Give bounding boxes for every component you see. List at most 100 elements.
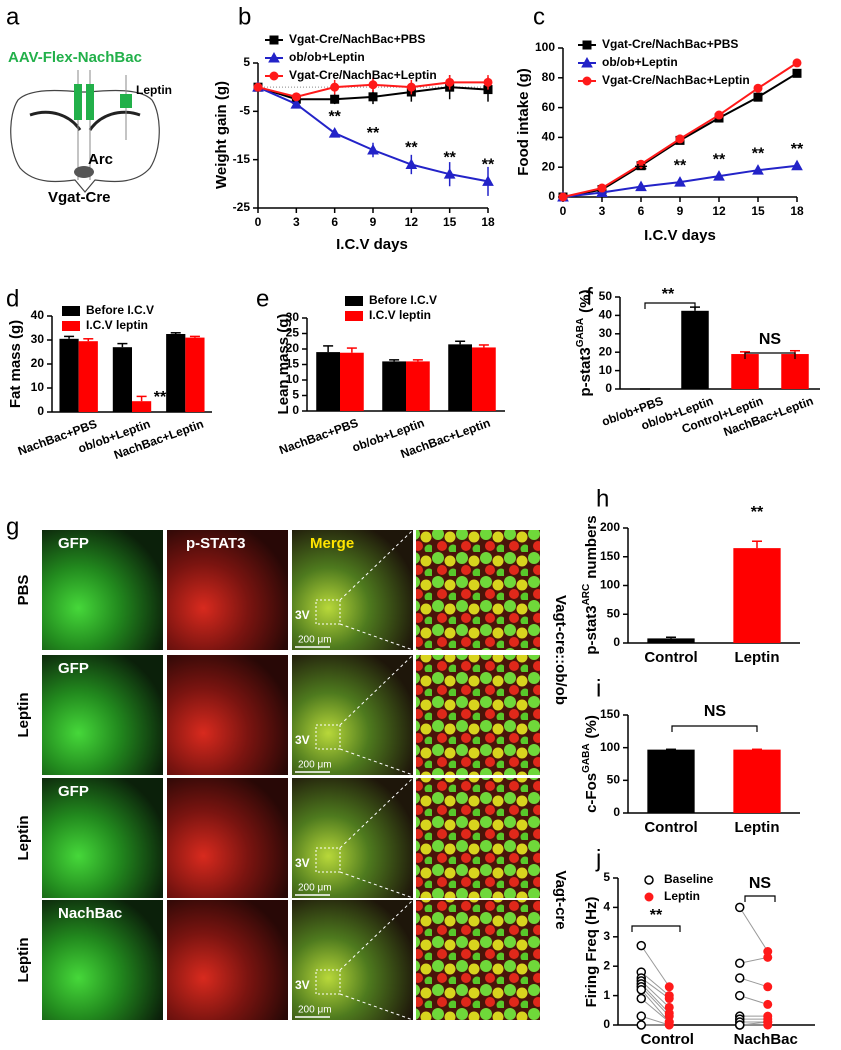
micrograph [167,778,288,898]
marker [367,143,379,155]
annotation: NS [759,331,782,348]
annotation: ** [713,151,726,168]
marker-label: GFP [58,660,89,677]
y-axis-label-main: p-stat3 [583,605,600,654]
panel-label: b [238,3,251,30]
y-axis-label: Food intake (g) [515,68,532,176]
y-axis-label: p-stat3ARC numbers [581,515,600,654]
x-axis-label: I.C.V days [644,227,716,244]
zoom-line [339,899,414,971]
marker [763,1020,773,1030]
marker [753,83,763,93]
micrograph [416,530,540,650]
bracket [644,302,696,309]
brain-outline [10,89,160,193]
marker [664,994,674,1004]
pair-line [739,995,768,1005]
annotation: NS [704,703,727,720]
bar [78,341,98,412]
bar [731,354,759,389]
y-tick-label: 0 [613,635,620,649]
marker [636,1020,646,1030]
marker [582,40,592,50]
y-tick-label: 200 [600,520,620,534]
injection-label: Leptin [136,83,172,97]
annotation: ** [154,389,167,406]
marker [636,993,646,1004]
marker [674,176,686,187]
bar [647,749,695,813]
marker [330,82,340,92]
annotation: ** [405,140,418,157]
marker [330,94,340,104]
micrograph [42,778,163,898]
marker [763,952,773,962]
row-label: Leptin [15,693,32,738]
zoom-line [339,654,414,726]
y-tick-label: 100 [535,40,555,54]
x-tick-label: 12 [712,204,726,218]
panel-label: a [6,3,20,30]
group-label: Vagt-cre [552,870,569,929]
marker [253,82,263,92]
marker [791,159,803,171]
annotation: ** [443,149,456,166]
marker [763,982,773,992]
y-tick-label: 40 [542,130,556,144]
marker [735,902,745,913]
marker [405,158,418,169]
y-tick-label: 5 [292,388,299,402]
micrograph [42,655,163,775]
y-tick-label: 2 [603,958,610,972]
brain-diagram [10,70,160,193]
x-tick-label: 6 [331,215,338,229]
scale-bar-label: 200 μm [298,760,332,771]
marker [483,77,493,87]
scale-bar-label: 200 μm [298,883,332,894]
legend-label: ob/ob+Leptin [289,50,365,64]
pair-line [640,971,670,996]
y-axis-label-unit: (%) [583,715,600,738]
y-tick-label: 20 [286,341,300,355]
annotation: NS [749,875,772,892]
annotation: ** [751,504,764,521]
y-axis-label: Lean mass (g) [275,314,292,415]
vector-label: AAV-Flex-NachBac [8,49,142,66]
marker [636,984,646,995]
marker [368,80,378,90]
x-tick-label: 12 [405,215,419,229]
column-label: p-STAT3 [186,535,245,552]
y-axis-label: Weight gain (g) [213,81,230,189]
marker [713,170,725,181]
y-axis-label: Firing Freq (Hz) [583,897,600,1008]
marker [735,1020,745,1030]
annotation: ** [752,145,765,162]
y-tick-label: 5 [243,55,250,69]
y-tick-label: 40 [31,308,45,322]
legend-swatch [62,306,80,316]
zoom-line [339,623,414,651]
marker [636,940,646,951]
y-tick-label: 0 [605,381,612,395]
y-tick-label: 5 [603,870,610,884]
injection-site [86,84,94,120]
y-axis-label-main: p-stat3 [577,347,594,396]
marker [368,92,378,102]
y-tick-label: 0 [603,1017,610,1031]
y-tick-label: 10 [599,363,613,377]
micrograph [42,900,163,1020]
marker [582,76,592,86]
bracket [631,925,681,932]
annotation: ** [650,907,663,924]
pair-line [640,945,670,988]
bar [166,334,186,412]
ventricle-label: 3V [295,978,310,992]
legend-swatch [62,321,80,331]
zoom-line [339,871,414,899]
zoom-line [339,777,414,849]
y-tick-label: 0 [37,404,44,418]
y-tick-label: 10 [31,380,45,394]
panel-label: g [6,513,19,540]
bracket [744,895,776,902]
